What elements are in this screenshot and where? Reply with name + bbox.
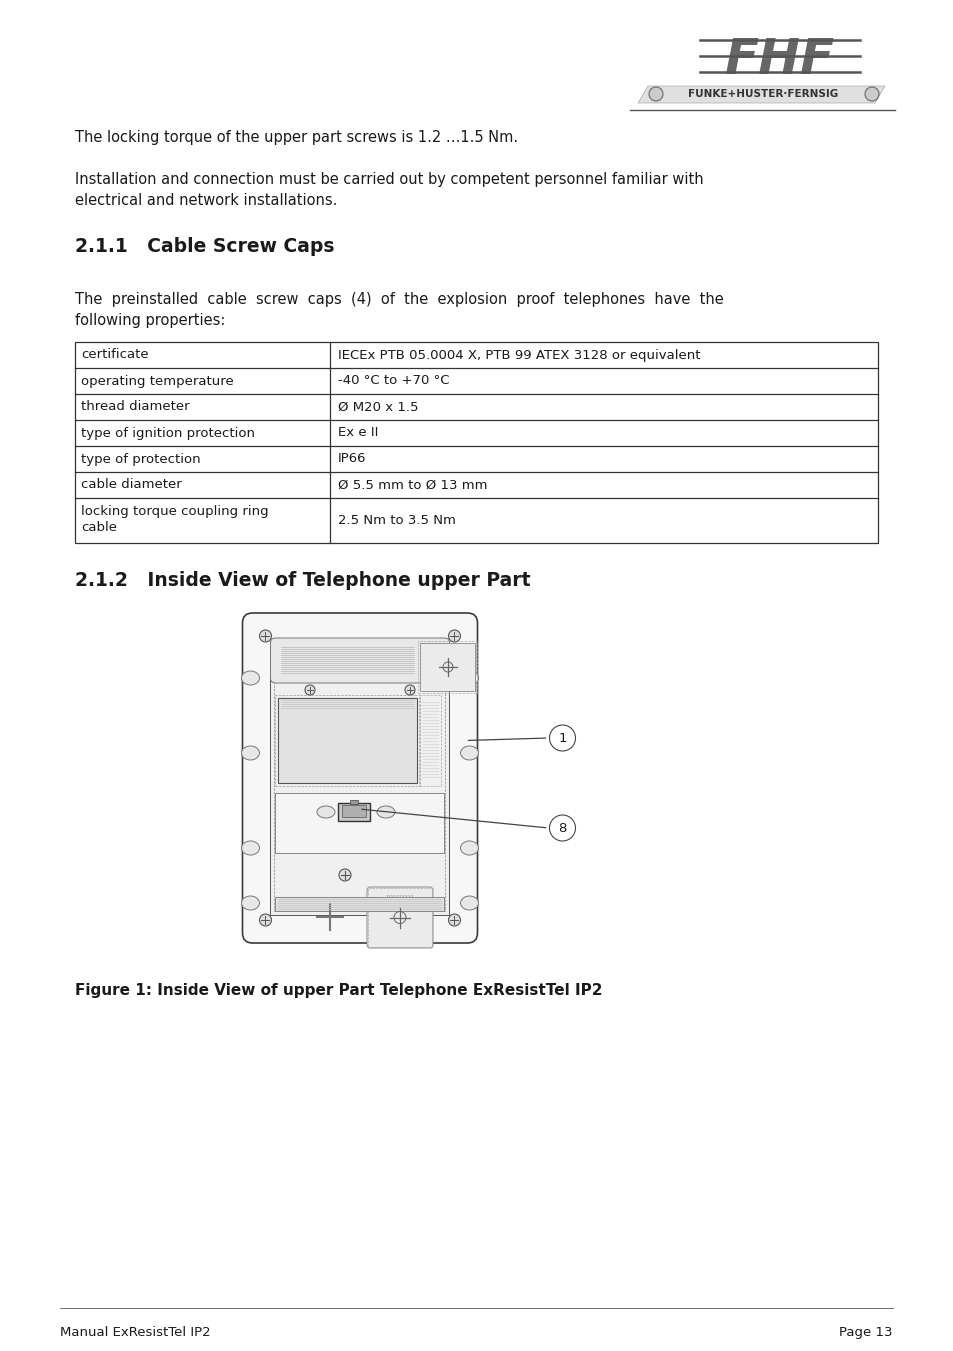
Bar [368,888,432,947]
FancyBboxPatch shape [242,613,477,943]
Text: IECEx PTB 05.0004 X, PTB 99 ATEX 3128 or equivalent: IECEx PTB 05.0004 X, PTB 99 ATEX 3128 or… [337,349,700,362]
Text: Figure 1: Inside View of upper Part Telephone ExResistTel IP2: Figure 1: Inside View of upper Part Tele… [75,984,602,998]
Text: type of ignition protection: type of ignition protection [81,427,254,439]
Circle shape [259,630,272,642]
Text: Ø M20 x 1.5: Ø M20 x 1.5 [337,400,418,413]
FancyBboxPatch shape [367,888,433,948]
Circle shape [405,685,415,694]
Text: Ex e II: Ex e II [337,427,378,439]
Circle shape [549,815,575,842]
Bar [341,805,366,817]
Circle shape [448,630,460,642]
Bar [278,698,417,784]
Circle shape [648,86,662,101]
Ellipse shape [460,842,478,855]
Text: cable diameter: cable diameter [81,478,182,492]
Circle shape [448,915,460,925]
Ellipse shape [241,842,259,855]
Bar [75,342,877,543]
Text: following properties:: following properties: [75,313,225,328]
Bar [274,644,445,911]
Ellipse shape [241,746,259,761]
Text: type of protection: type of protection [81,453,200,466]
Ellipse shape [460,671,478,685]
Text: 8: 8 [558,821,566,835]
Ellipse shape [376,807,395,817]
Circle shape [864,86,878,101]
Text: operating temperature: operating temperature [81,374,233,388]
Text: Installation and connection must be carried out by competent personnel familiar : Installation and connection must be carr… [75,172,703,186]
Bar [275,897,444,911]
Ellipse shape [460,896,478,911]
Text: FHF: FHF [724,36,834,84]
Circle shape [259,915,272,925]
Ellipse shape [241,671,259,685]
Text: -40 °C to +70 °C: -40 °C to +70 °C [337,374,449,388]
Bar [350,800,357,804]
Text: Ø 5.5 mm to Ø 13 mm: Ø 5.5 mm to Ø 13 mm [337,478,487,492]
Polygon shape [638,86,884,103]
Text: thread diameter: thread diameter [81,400,190,413]
Bar [271,640,449,915]
Bar [619,18,899,108]
Text: certificate: certificate [81,349,149,362]
Bar [419,694,441,786]
Text: 2.1.1   Cable Screw Caps: 2.1.1 Cable Screw Caps [75,236,335,255]
Bar [337,802,370,821]
Circle shape [549,725,575,751]
Bar [420,643,475,690]
Bar [275,694,420,786]
Ellipse shape [460,746,478,761]
Text: The locking torque of the upper part screws is 1.2 …1.5 Nm.: The locking torque of the upper part scr… [75,130,517,145]
Circle shape [338,869,351,881]
Text: 1: 1 [558,731,566,744]
Text: electrical and network installations.: electrical and network installations. [75,193,337,208]
Text: xxxxxxxxxx: xxxxxxxxxx [385,894,414,898]
Text: Manual ExResistTel IP2: Manual ExResistTel IP2 [60,1325,211,1339]
Text: IP66: IP66 [337,453,366,466]
Ellipse shape [316,807,335,817]
Bar [275,793,444,852]
Ellipse shape [241,896,259,911]
Text: FUNKE+HUSTER·FERNSIG: FUNKE+HUSTER·FERNSIG [687,89,838,99]
FancyBboxPatch shape [271,638,449,684]
Text: cable: cable [81,521,117,534]
Text: Page 13: Page 13 [839,1325,892,1339]
Bar [418,640,477,693]
Text: 2.5 Nm to 3.5 Nm: 2.5 Nm to 3.5 Nm [337,513,456,527]
Text: The  preinstalled  cable  screw  caps  (4)  of  the  explosion  proof  telephone: The preinstalled cable screw caps (4) of… [75,292,723,307]
Circle shape [305,685,314,694]
Text: locking torque coupling ring: locking torque coupling ring [81,505,269,517]
Text: 2.1.2   Inside View of Telephone upper Part: 2.1.2 Inside View of Telephone upper Par… [75,571,530,590]
